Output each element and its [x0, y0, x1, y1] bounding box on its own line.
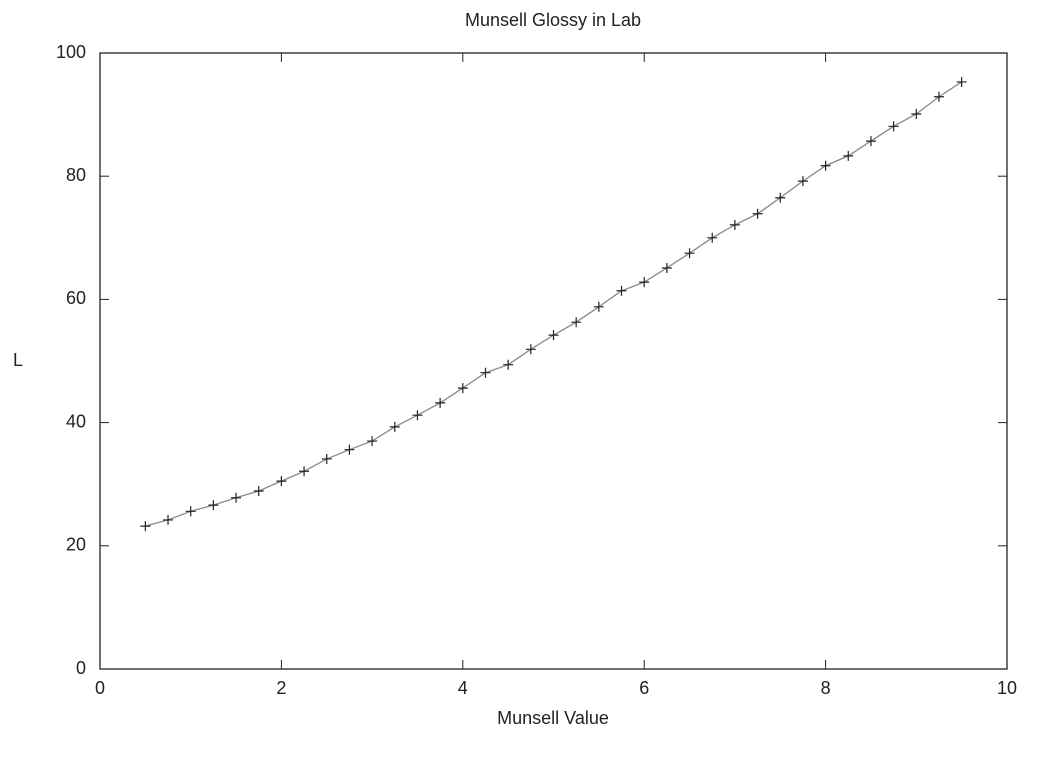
data-point	[843, 150, 854, 161]
data-point	[389, 421, 400, 432]
data-point	[684, 248, 695, 259]
y-tick-label: 100	[56, 42, 86, 62]
y-tick-label: 60	[66, 288, 86, 308]
data-point	[661, 262, 672, 273]
data-point	[276, 476, 287, 487]
y-tick-label: 20	[66, 535, 86, 555]
data-point	[956, 76, 967, 87]
data-point	[752, 208, 763, 219]
data-point	[639, 277, 650, 288]
data-point	[616, 285, 627, 296]
data-point	[888, 121, 899, 132]
data-point	[140, 521, 151, 532]
data-point	[797, 176, 808, 187]
data-point	[208, 500, 219, 511]
chart-title: Munsell Glossy in Lab	[465, 10, 641, 30]
x-axis-label: Munsell Value	[497, 708, 609, 728]
data-point	[503, 359, 514, 370]
data-point	[548, 330, 559, 341]
data-point	[933, 91, 944, 102]
data-point	[593, 301, 604, 312]
x-tick-label: 10	[997, 678, 1017, 698]
data-point	[707, 232, 718, 243]
x-tick-label: 0	[95, 678, 105, 698]
plot-border	[99, 52, 1008, 670]
data-point	[525, 344, 536, 355]
data-point	[299, 466, 310, 477]
data-point	[571, 317, 582, 328]
data-point	[911, 108, 922, 119]
data-point	[344, 444, 355, 455]
data-point	[367, 436, 378, 447]
x-tick-label: 6	[639, 678, 649, 698]
data-point	[321, 453, 332, 464]
data-point	[231, 492, 242, 503]
data-point	[253, 485, 264, 496]
x-tick-label: 4	[458, 678, 468, 698]
data-point	[865, 136, 876, 147]
data-point	[820, 160, 831, 171]
data-point	[457, 383, 468, 394]
data-point	[185, 506, 196, 517]
data-point	[729, 219, 740, 230]
y-tick-label: 40	[66, 411, 86, 431]
y-tick-label: 0	[76, 658, 86, 678]
y-axis-label: L	[13, 350, 23, 370]
data-point	[163, 514, 174, 525]
data-point	[480, 367, 491, 378]
data-line	[145, 81, 963, 527]
data-point	[412, 410, 423, 421]
data-point	[775, 192, 786, 203]
x-tick-label: 8	[821, 678, 831, 698]
data-point	[435, 397, 446, 408]
y-tick-label: 80	[66, 165, 86, 185]
x-tick-label: 2	[276, 678, 286, 698]
